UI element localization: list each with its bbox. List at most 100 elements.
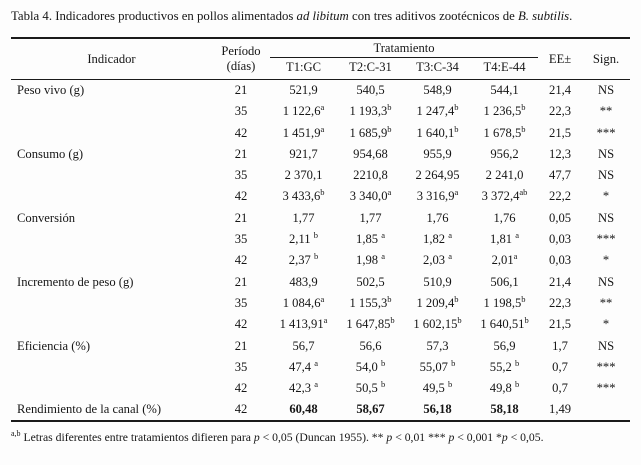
caption-text: . [569, 9, 573, 23]
cell-period: 42 [234, 317, 248, 332]
header-indicator: Indicador [87, 51, 136, 66]
cell-ee: 0,03 [549, 253, 572, 268]
cell-period: 21 [234, 338, 248, 353]
table-row: Conversión 21 1,77 1,77 1,76 1,76 0,05 NS [11, 208, 630, 229]
footnote-italic-p: p [501, 430, 508, 444]
table-row: 35 2 370,1 2210,8 2 264,95 2 241,0 47,7 NS [11, 165, 630, 186]
superscript-letter: a [515, 229, 519, 240]
cell-value: 921,7 [289, 146, 318, 161]
cell-sign: *** [596, 359, 616, 374]
table-header: Indicador Período (días) Tratamiento EE±… [11, 38, 631, 80]
cell-indicator [11, 165, 212, 186]
table-row: 42 1 451,9a 1 685,9b 1 640,1b 1 678,5b 21,5 **… [11, 122, 630, 143]
cell-ee: 1,49 [549, 401, 572, 416]
cell-value: 3 316,9a [416, 187, 459, 204]
data-table: Indicador Período (días) Tratamiento EE±… [11, 37, 631, 422]
cell-ee: 12,3 [549, 146, 572, 161]
cell-value: 1,77 [292, 210, 315, 225]
cell-value: 2,11 b [289, 229, 318, 247]
cell-ee: 21,4 [549, 83, 572, 98]
superscript-letter: b [313, 229, 318, 240]
superscript-letter: a [381, 251, 385, 262]
caption-text: con tres aditivos zootécnicos de [348, 9, 518, 23]
cell-ee: 1,7 [552, 338, 568, 353]
cell-sign [582, 399, 630, 420]
table-row: Incremento de peso (g) 21 483,9 502,5 510,9 5… [11, 272, 630, 293]
cell-period: 35 [234, 359, 248, 374]
cell-value: 1,76 [493, 210, 516, 225]
superscript-letter: b [387, 293, 392, 304]
table-row: Consumo (g) 21 921,7 954,68 955,9 956,2 12,3 NS [11, 144, 630, 165]
superscript-letter: b [313, 251, 319, 262]
superscript-letter: a [314, 357, 318, 368]
footnote-text: < 0,05. [507, 430, 544, 444]
cell-sign: *** [596, 232, 616, 247]
cell-period: 35 [234, 295, 248, 310]
superscript-letter: ab [519, 187, 528, 198]
cell-value: 1 193,3b [349, 102, 392, 119]
cell-value: 544,1 [490, 83, 519, 98]
superscript-letter: a [454, 187, 459, 198]
cell-indicator [11, 101, 212, 122]
cell-value: 55,2 b [489, 357, 520, 374]
cell-value: 955,9 [423, 146, 452, 161]
cell-value: 2,37 b [288, 251, 319, 268]
superscript-letter: b [390, 315, 395, 326]
cell-indicator [11, 122, 212, 143]
cell-value: 1,81 a [490, 229, 519, 247]
cell-period: 35 [234, 104, 248, 119]
cell-value: 1 413,91a [279, 315, 328, 332]
superscript-letter: b [524, 315, 529, 326]
cell-indicator [11, 357, 212, 378]
cell-value: 47,4 a [289, 357, 318, 374]
header-treatment-t4: T4:E-44 [483, 60, 526, 75]
cell-value: 548,9 [423, 83, 452, 98]
cell-ee: 47,7 [549, 168, 572, 183]
table-row: 35 1 084,6a 1 155,3b 1 209,4b 1 198,5b 22,3 ** [11, 293, 630, 314]
superscript-letter: a [448, 229, 452, 240]
cell-value: 1,85 a [356, 229, 385, 247]
cell-sign: NS [597, 146, 615, 161]
cell-value: 2 241,0 [485, 168, 524, 183]
cell-sign: ** [599, 295, 613, 310]
header-sign: Sign. [592, 51, 620, 66]
cell-value: 1,82 a [423, 229, 452, 247]
footnote-italic-p: p [386, 430, 393, 444]
superscript-letter: a [448, 251, 452, 262]
cell-value: 1 451,9a [282, 123, 325, 140]
cell-value: 3 340,0a [349, 187, 392, 204]
cell-sign: NS [597, 274, 615, 289]
cell-value: 56,7 [292, 338, 315, 353]
cell-period: 35 [234, 232, 248, 247]
superscript-letter: b [380, 378, 386, 389]
cell-value: 56,18 [423, 401, 452, 416]
cell-value: 1,76 [426, 210, 449, 225]
superscript-letter: b [451, 357, 456, 368]
table-body: Peso vivo (g) 21 521,9 540,5 548,9 544,1 21,4 N… [11, 80, 630, 421]
cell-value: 1 084,6a [282, 293, 325, 310]
cell-value: 3 433,6b [282, 187, 325, 204]
superscript-letter: b [514, 357, 520, 368]
superscript-letter: b [387, 123, 392, 134]
cell-ee: 21,5 [549, 317, 572, 332]
superscript-letter: a [320, 123, 325, 134]
cell-value: 1 122,6a [282, 102, 325, 119]
table-row: 42 3 433,6b 3 340,0a 3 316,9a 3 372,4ab 22,2 * [11, 186, 630, 207]
cell-value: 1 678,5b [483, 123, 526, 140]
cell-value: 1 640,51b [480, 315, 529, 332]
superscript-letter: b [457, 315, 462, 326]
superscript-letter: a [381, 229, 385, 240]
table-row: 35 2,11 b 1,85 a 1,82 a 1,81 a 0,03 *** [11, 229, 630, 250]
superscript-letter: b [447, 378, 453, 389]
header-period-line1: Período [221, 44, 261, 59]
cell-indicator: Eficiencia (%) [17, 338, 91, 353]
cell-ee: 22,3 [549, 295, 572, 310]
cell-value: 502,5 [356, 274, 385, 289]
cell-value: 1 198,5b [483, 293, 526, 310]
cell-sign: NS [597, 210, 615, 225]
header-treatment-t2: T2:C-31 [349, 60, 392, 75]
footnote-text: < 0,001 * [454, 430, 502, 444]
cell-ee: 0,7 [552, 381, 568, 396]
cell-value: 56,6 [359, 338, 382, 353]
cell-value: 1,98 a [356, 251, 385, 268]
